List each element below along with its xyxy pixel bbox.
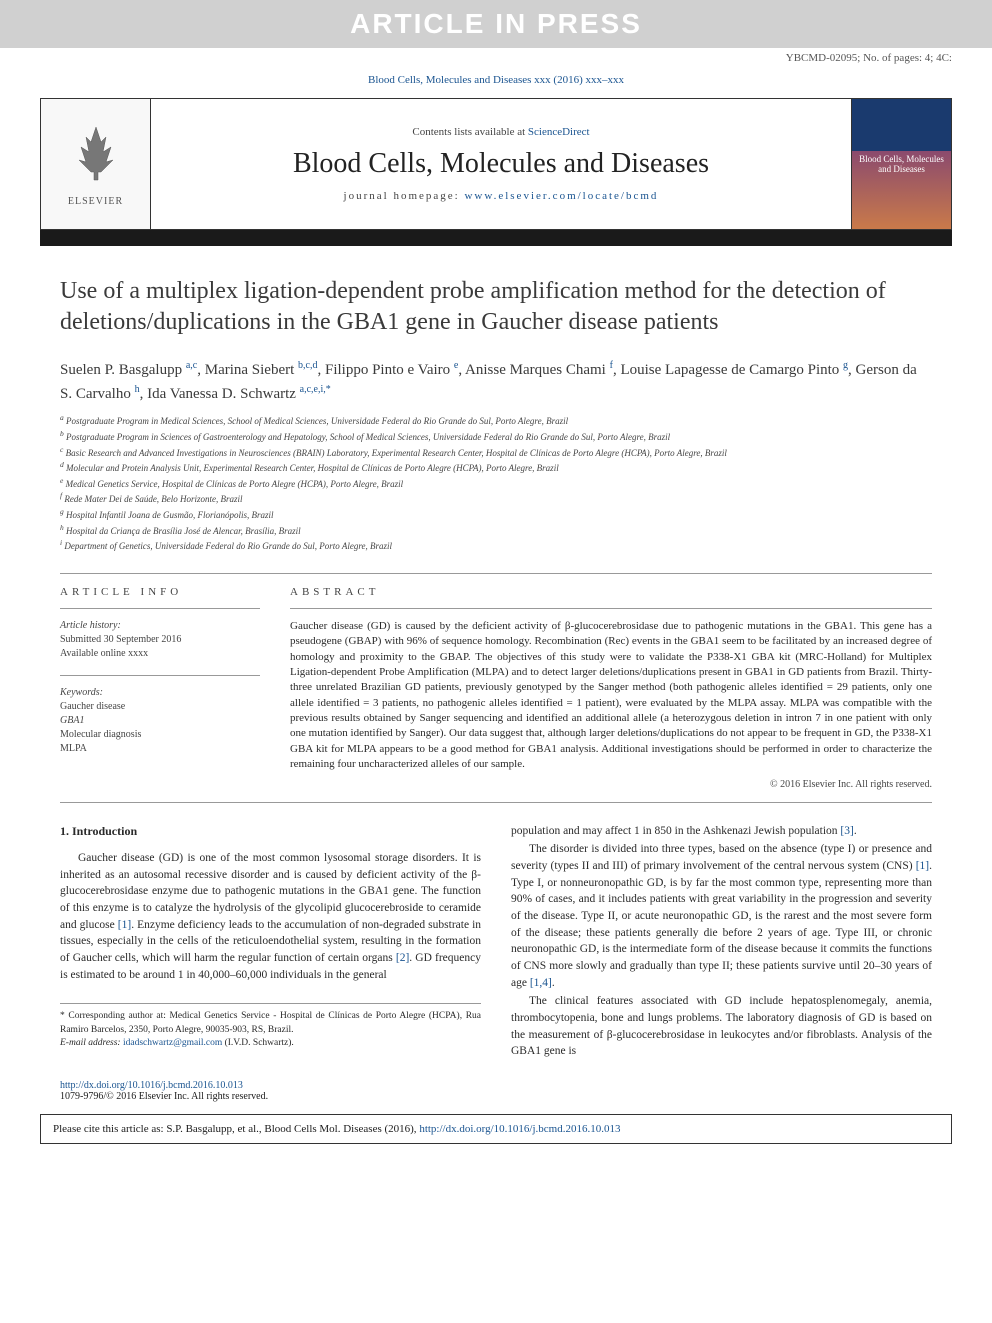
publisher-name: ELSEVIER bbox=[68, 196, 123, 207]
journal-header-box: ELSEVIER Contents lists available at Sci… bbox=[40, 98, 952, 230]
email-attribution: (I.V.D. Schwartz). bbox=[222, 1038, 294, 1048]
article-info-column: ARTICLE INFO Article history: Submitted … bbox=[60, 586, 260, 790]
body-paragraph: The disorder is divided into three types… bbox=[511, 841, 932, 991]
journal-homepage-line: journal homepage: www.elsevier.com/locat… bbox=[161, 190, 841, 202]
affiliation: c Basic Research and Advanced Investigat… bbox=[60, 445, 932, 460]
contents-prefix: Contents lists available at bbox=[412, 126, 527, 138]
sciencedirect-link[interactable]: ScienceDirect bbox=[528, 126, 590, 138]
homepage-url-link[interactable]: www.elsevier.com/locate/bcmd bbox=[464, 190, 658, 202]
elsevier-tree-icon bbox=[71, 122, 121, 192]
reference-link[interactable]: [2] bbox=[396, 952, 409, 964]
homepage-prefix: journal homepage: bbox=[344, 190, 465, 202]
journal-cover-thumbnail: Blood Cells, Molecules and Diseases bbox=[851, 99, 951, 229]
history-title: Article history: bbox=[60, 619, 260, 633]
reference-link[interactable]: [1,4] bbox=[530, 977, 552, 989]
contents-available-line: Contents lists available at ScienceDirec… bbox=[161, 126, 841, 138]
document-id: YBCMD-02095; No. of pages: 4; 4C: bbox=[0, 48, 992, 68]
body-paragraph: population and may affect 1 in 850 in th… bbox=[511, 823, 932, 840]
citation-box: Please cite this article as: S.P. Basgal… bbox=[40, 1114, 952, 1144]
abstract-copyright: © 2016 Elsevier Inc. All rights reserved… bbox=[290, 779, 932, 790]
header-center: Contents lists available at ScienceDirec… bbox=[151, 116, 851, 212]
cite-prefix: Please cite this article as: S.P. Basgal… bbox=[53, 1123, 419, 1135]
affiliation: d Molecular and Protein Analysis Unit, E… bbox=[60, 460, 932, 475]
keywords-block: Keywords: Gaucher disease GBA1 Molecular… bbox=[60, 686, 260, 756]
history-line: Available online xxxx bbox=[60, 647, 260, 661]
cite-doi-link[interactable]: http://dx.doi.org/10.1016/j.bcmd.2016.10… bbox=[419, 1123, 620, 1135]
info-abstract-row: ARTICLE INFO Article history: Submitted … bbox=[60, 573, 932, 790]
article-info-label: ARTICLE INFO bbox=[60, 586, 260, 598]
body-two-column: 1. Introduction Gaucher disease (GD) is … bbox=[60, 823, 932, 1060]
reference-link[interactable]: [1] bbox=[118, 919, 131, 931]
keyword: MLPA bbox=[60, 742, 260, 756]
article-history-block: Article history: Submitted 30 September … bbox=[60, 619, 260, 661]
abstract-text: Gaucher disease (GD) is caused by the de… bbox=[290, 619, 932, 773]
affiliation: e Medical Genetics Service, Hospital de … bbox=[60, 476, 932, 491]
affiliation-list: a Postgraduate Program in Medical Scienc… bbox=[60, 413, 932, 552]
corr-author-text: * Corresponding author at: Medical Genet… bbox=[60, 1010, 481, 1037]
header-divider-bar bbox=[40, 230, 952, 246]
doi-block: http://dx.doi.org/10.1016/j.bcmd.2016.10… bbox=[0, 1080, 992, 1102]
affiliation: i Department of Genetics, Universidade F… bbox=[60, 538, 932, 553]
abstract-column: ABSTRACT Gaucher disease (GD) is caused … bbox=[290, 586, 932, 790]
article-in-press-banner: ARTICLE IN PRESS bbox=[0, 0, 992, 48]
author-list: Suelen P. Basgalupp a,c, Marina Siebert … bbox=[60, 358, 932, 405]
reference-link[interactable]: [1] bbox=[916, 860, 929, 872]
affiliation: b Postgraduate Program in Sciences of Ga… bbox=[60, 429, 932, 444]
affiliation: g Hospital Infantil Joana de Gusmão, Flo… bbox=[60, 507, 932, 522]
keyword: GBA1 bbox=[60, 714, 260, 728]
affiliation: f Rede Mater Dei de Saúde, Belo Horizont… bbox=[60, 491, 932, 506]
section-heading-introduction: 1. Introduction bbox=[60, 823, 481, 840]
cover-text: Blood Cells, Molecules and Diseases bbox=[858, 154, 945, 174]
journal-title: Blood Cells, Molecules and Diseases bbox=[161, 148, 841, 180]
email-line: E-mail address: idadschwartz@gmail.com (… bbox=[60, 1037, 481, 1050]
affiliation: h Hospital da Criança de Brasília José d… bbox=[60, 523, 932, 538]
history-line: Submitted 30 September 2016 bbox=[60, 633, 260, 647]
publisher-logo: ELSEVIER bbox=[41, 99, 151, 229]
abstract-label: ABSTRACT bbox=[290, 586, 932, 598]
keyword: Gaucher disease bbox=[60, 700, 260, 714]
keyword: Molecular diagnosis bbox=[60, 728, 260, 742]
keywords-title: Keywords: bbox=[60, 686, 260, 700]
affiliation: a Postgraduate Program in Medical Scienc… bbox=[60, 413, 932, 428]
body-paragraph: The clinical features associated with GD… bbox=[511, 993, 932, 1060]
corresponding-author-footnote: * Corresponding author at: Medical Genet… bbox=[60, 1003, 481, 1050]
article-title: Use of a multiplex ligation-dependent pr… bbox=[60, 276, 932, 338]
journal-reference: Blood Cells, Molecules and Diseases xxx … bbox=[0, 68, 992, 98]
email-link[interactable]: idadschwartz@gmail.com bbox=[123, 1038, 222, 1048]
email-label: E-mail address: bbox=[60, 1038, 123, 1048]
doi-link[interactable]: http://dx.doi.org/10.1016/j.bcmd.2016.10… bbox=[60, 1080, 243, 1091]
reference-link[interactable]: [3] bbox=[840, 825, 853, 837]
body-paragraph: Gaucher disease (GD) is one of the most … bbox=[60, 850, 481, 983]
issn-copyright: 1079-9796/© 2016 Elsevier Inc. All right… bbox=[60, 1091, 932, 1102]
